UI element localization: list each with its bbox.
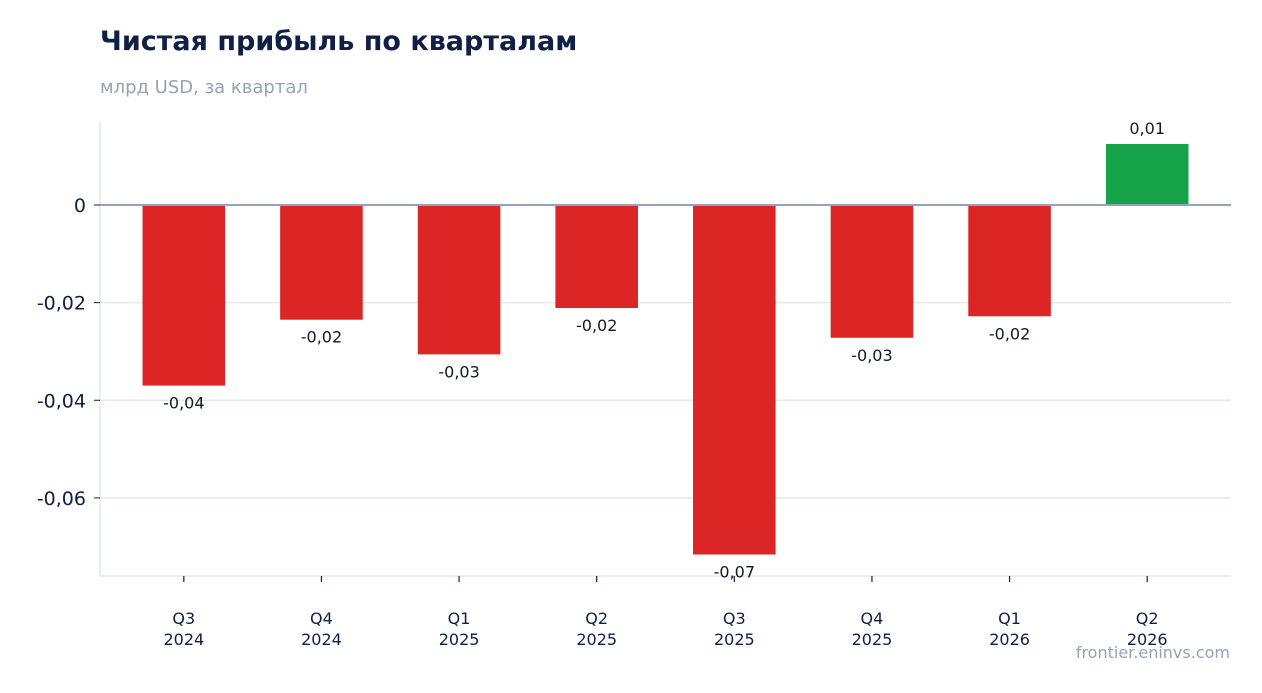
source-footer: frontier.eninvs.com <box>1075 643 1230 662</box>
x-tick-label: Q2 <box>1136 609 1159 628</box>
x-tick-label: 2025 <box>576 630 617 649</box>
x-tick-label: Q1 <box>998 609 1021 628</box>
data-label: -0,03 <box>438 362 479 381</box>
data-label: 0,01 <box>1129 119 1165 138</box>
bar <box>555 204 638 308</box>
chart-title: Чистая прибыль по кварталам <box>100 26 578 57</box>
x-tick-label: Q2 <box>585 609 608 628</box>
x-tick-label: 2024 <box>163 630 204 649</box>
bar <box>1105 143 1189 205</box>
y-tick-label: -0,02 <box>37 293 86 315</box>
data-label: -0,03 <box>851 346 892 365</box>
x-tick-label: Q3 <box>723 609 746 628</box>
x-tick-label: 2026 <box>1127 630 1168 649</box>
bar <box>968 204 1051 317</box>
data-label: -0,04 <box>163 394 204 413</box>
data-label: -0,02 <box>301 328 342 347</box>
bar <box>280 204 363 320</box>
x-tick-label: 2025 <box>439 630 480 649</box>
x-tick-label: 2025 <box>852 630 893 649</box>
x-tick-label: Q3 <box>172 609 195 628</box>
x-tick-label: 2026 <box>989 630 1030 649</box>
y-tick-label: -0,04 <box>37 390 86 412</box>
y-tick-label: -0,06 <box>37 488 86 510</box>
bar <box>142 204 226 386</box>
chart-subtitle: млрд USD, за квартал <box>100 77 308 98</box>
x-tick-label: 2025 <box>714 630 755 649</box>
data-label: -0,07 <box>714 563 755 582</box>
bar <box>693 204 776 555</box>
data-label: -0,02 <box>989 324 1030 343</box>
data-label: -0,02 <box>576 316 617 335</box>
y-tick-label: 0 <box>74 195 86 217</box>
x-tick-label: 2024 <box>301 630 342 649</box>
x-tick-label: Q4 <box>310 609 333 628</box>
x-tick-label: Q4 <box>861 609 884 628</box>
bar <box>830 204 914 338</box>
x-tick-label: Q1 <box>448 609 471 628</box>
bar <box>417 204 501 355</box>
